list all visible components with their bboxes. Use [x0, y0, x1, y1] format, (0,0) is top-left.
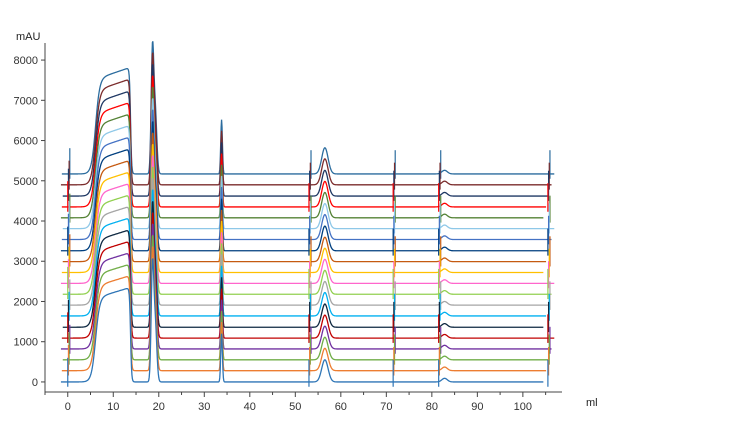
y-tick-label: 5000 — [14, 176, 38, 188]
x-tick-label: 50 — [289, 401, 301, 413]
trace-line — [62, 132, 547, 263]
trace-line — [60, 121, 549, 252]
trace-line — [60, 189, 547, 317]
trace-line — [60, 223, 552, 350]
y-tick-label: 2000 — [14, 296, 38, 308]
y-tick-label: 0 — [32, 377, 38, 389]
trace-line — [62, 201, 544, 328]
trace-line — [60, 86, 544, 219]
y-tick-label: 7000 — [14, 95, 38, 107]
x-tick-label: 0 — [65, 401, 71, 413]
x-tick-label: 90 — [471, 401, 483, 413]
trace-line — [60, 155, 555, 285]
trace-line — [62, 98, 555, 230]
trace-line — [61, 109, 552, 241]
y-tick-label: 8000 — [14, 55, 38, 67]
trace-line — [62, 235, 549, 361]
trace-line — [61, 178, 549, 306]
trace-line — [60, 52, 552, 186]
trace-line — [61, 75, 547, 208]
trace-line — [61, 143, 544, 274]
x-tick-label: 40 — [244, 401, 256, 413]
x-ticks: 0 10 20 30 40 50 60 70 80 90 100 — [44, 392, 547, 413]
y-ticks: 0 1000 2000 3000 4000 5000 6000 7000 8000 — [14, 55, 45, 389]
x-tick-label: 10 — [107, 401, 119, 413]
x-tick-label: 20 — [153, 401, 165, 413]
axes-group: 0 1000 2000 3000 4000 5000 6000 7000 8000 0 10 20 3… — [14, 31, 598, 413]
x-tick-label: 100 — [514, 401, 532, 413]
y-tick-label: 3000 — [14, 256, 38, 268]
x-tick-label: 30 — [198, 401, 210, 413]
y-axis-label: mAU — [16, 31, 41, 43]
trace-line — [61, 41, 555, 175]
x-axis-label: ml — [586, 397, 598, 409]
y-tick-label: 1000 — [14, 337, 38, 349]
trace-line — [61, 246, 547, 372]
trace-line — [61, 212, 555, 339]
x-tick-label: 70 — [380, 401, 392, 413]
x-tick-label: 80 — [426, 401, 438, 413]
traces-group — [60, 41, 555, 387]
y-tick-label: 4000 — [14, 216, 38, 228]
y-tick-label: 6000 — [14, 136, 38, 148]
x-tick-label: 60 — [335, 401, 347, 413]
trace-line — [60, 258, 544, 383]
trace-line — [62, 64, 549, 197]
trace-line — [62, 166, 552, 295]
